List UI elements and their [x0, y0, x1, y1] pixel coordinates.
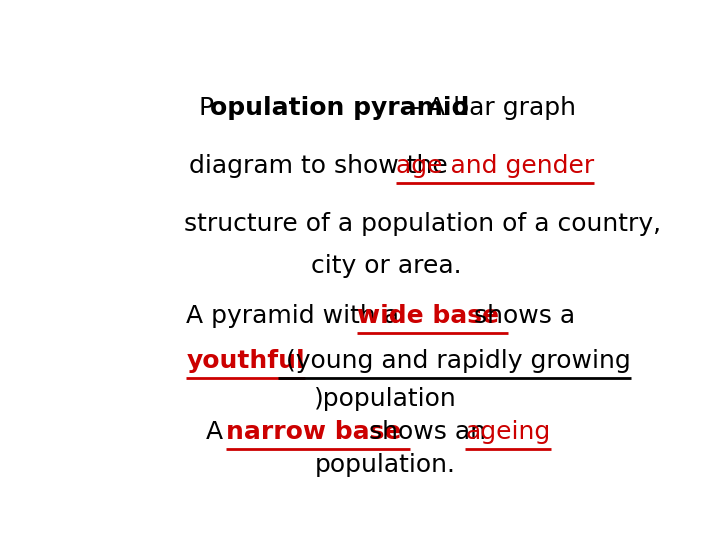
Text: ageing: ageing	[466, 420, 551, 444]
Text: structure of a population of a country,: structure of a population of a country,	[184, 212, 661, 236]
Text: - A bar graph: - A bar graph	[411, 96, 577, 120]
Text: city or area.: city or area.	[310, 254, 462, 278]
Text: diagram to show the: diagram to show the	[189, 154, 456, 178]
Text: narrow base: narrow base	[226, 420, 410, 444]
Text: youthful: youthful	[186, 349, 305, 373]
Text: population.: population.	[315, 453, 455, 477]
Text: P: P	[199, 96, 214, 120]
Text: A pyramid with a: A pyramid with a	[186, 303, 407, 328]
Text: )population: )population	[314, 387, 456, 411]
Text: shows a: shows a	[474, 303, 575, 328]
Text: (young and rapidly growing: (young and rapidly growing	[278, 349, 631, 373]
Text: age and gender: age and gender	[395, 154, 594, 178]
Text: opulation pyramid: opulation pyramid	[210, 96, 469, 120]
Text: shows an: shows an	[369, 420, 494, 444]
Text: wide base: wide base	[357, 303, 508, 328]
Text: A: A	[207, 420, 232, 444]
